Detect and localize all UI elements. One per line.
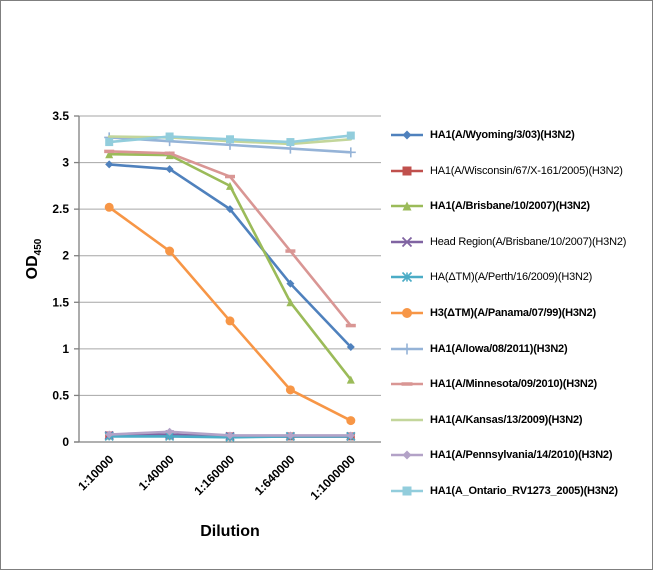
legend-label: HA1(A/Iowa/08/2011)(H3N2) bbox=[430, 342, 568, 355]
legend-item: H3(ΔTM)(A/Panama/07/99)(H3N2) bbox=[389, 305, 596, 321]
legend-marker-icon bbox=[391, 486, 423, 496]
series-0-markers bbox=[105, 160, 355, 351]
y-tick-label: 0 bbox=[62, 435, 69, 449]
legend-label: HA1(A/Pennsylvania/14/2010)(H3N2) bbox=[430, 449, 613, 462]
legend-item: HA1(A/Iowa/08/2011)(H3N2) bbox=[389, 341, 568, 357]
legend-item: HA1(A/Kansas/13/2009)(H3N2) bbox=[389, 412, 583, 428]
legend-item: HA1(A/Pennsylvania/14/2010)(H3N2) bbox=[389, 447, 613, 463]
series-7 bbox=[104, 149, 356, 328]
y-tick-label: 3 bbox=[62, 156, 69, 170]
y-axis-tick-labels: 0 0.5 1 1.5 2 2.5 3 3.5 bbox=[52, 109, 69, 449]
legend-marker-icon bbox=[391, 382, 423, 386]
x-axis-tick-labels: 1:10000 1:40000 1:160000 1:640000 1:1000000 bbox=[75, 452, 358, 503]
legend-marker-icon bbox=[391, 450, 423, 460]
x-tick-label: 1:40000 bbox=[136, 452, 177, 493]
legend-item: HA1(A/Brisbane/10/2007)(H3N2) bbox=[389, 198, 590, 214]
legend-marker-icon bbox=[391, 166, 423, 176]
y-tick-label: 0.5 bbox=[52, 388, 69, 402]
series-10-markers bbox=[105, 131, 355, 147]
series-7-markers bbox=[104, 149, 356, 328]
gridlines bbox=[79, 115, 381, 396]
legend-label: HA1(A/Kansas/13/2009)(H3N2) bbox=[430, 413, 583, 426]
series-9-markers bbox=[105, 427, 355, 440]
legend-label: HA(ΔTM)(A/Perth/16/2009)(H3N2) bbox=[430, 271, 593, 284]
legend-label: HA1(A/Brisbane/10/2007)(H3N2) bbox=[430, 200, 590, 213]
series-9 bbox=[105, 427, 355, 440]
x-tick-label: 1:10000 bbox=[75, 452, 116, 493]
legend-item: HA1(A_Ontario_RV1273_2005)(H3N2) bbox=[389, 483, 618, 499]
y-tick-label: 2 bbox=[62, 249, 69, 263]
series-10 bbox=[105, 131, 355, 147]
legend-label: H3(ΔTM)(A/Panama/07/99)(H3N2) bbox=[430, 307, 596, 319]
y-tick-label: 1 bbox=[62, 342, 69, 356]
series-6 bbox=[104, 132, 356, 158]
legend-item: Head Region(A/Brisbane/10/2007)(H3N2) bbox=[389, 234, 626, 250]
x-axis-title: Dilution bbox=[200, 523, 260, 540]
axes bbox=[74, 115, 381, 443]
legend-marker-icon bbox=[391, 201, 423, 211]
legend-label: Head Region(A/Brisbane/10/2007)(H3N2) bbox=[430, 235, 627, 248]
x-tick-label: 1:1000000 bbox=[307, 452, 358, 503]
legend-label: HA1(A/Minnesota/09/2010)(H3N2) bbox=[430, 378, 597, 391]
series-5-markers bbox=[104, 202, 356, 426]
legend-marker-icon bbox=[391, 308, 423, 318]
y-tick-label: 3.5 bbox=[52, 109, 69, 123]
y-tick-label: 2.5 bbox=[52, 202, 69, 216]
legend-label: HA1(A_Ontario_RV1273_2005)(H3N2) bbox=[430, 485, 618, 497]
y-axis-title: OD450 bbox=[24, 209, 44, 309]
series-2-markers bbox=[105, 150, 355, 384]
x-tick-label: 1:160000 bbox=[191, 452, 237, 498]
legend-item: HA1(A/Wisconsin/67/X-161/2005)(H3N2) bbox=[389, 163, 623, 179]
series-0 bbox=[105, 160, 355, 351]
series-5-line bbox=[107, 205, 353, 422]
series-5 bbox=[104, 202, 356, 426]
series-2 bbox=[105, 150, 355, 384]
legend-marker-icon bbox=[391, 418, 423, 422]
y-tick-label: 1.5 bbox=[52, 295, 69, 309]
y-axis-title-subscript: 450 bbox=[33, 238, 45, 256]
legend-item: HA(ΔTM)(A/Perth/16/2009)(H3N2) bbox=[389, 269, 592, 285]
legend-item: HA1(A/Wyoming/3/03)(H3N2) bbox=[389, 127, 575, 143]
legend-marker-icon bbox=[391, 343, 423, 355]
legend-label: HA1(A/Wyoming/3/03)(H3N2) bbox=[430, 129, 575, 141]
legend-marker-icon bbox=[391, 236, 423, 247]
legend-label: HA1(A/Wisconsin/67/X-161/2005)(H3N2) bbox=[430, 164, 623, 177]
legend-marker-icon bbox=[391, 130, 423, 140]
y-axis-title-main: OD bbox=[24, 255, 41, 280]
x-tick-label: 1:640000 bbox=[252, 452, 298, 498]
legend-marker-icon bbox=[391, 272, 423, 283]
legend-item: HA1(A/Minnesota/09/2010)(H3N2) bbox=[389, 376, 597, 392]
